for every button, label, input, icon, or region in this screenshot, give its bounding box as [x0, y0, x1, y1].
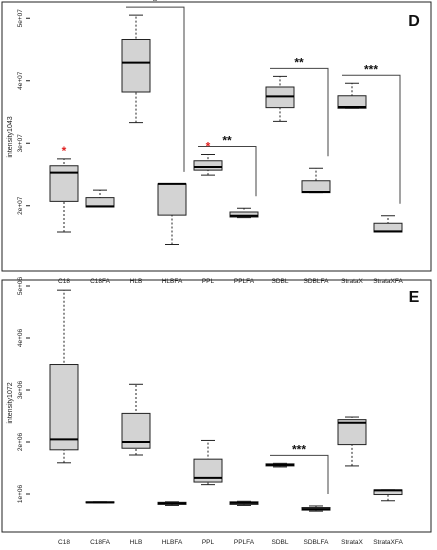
plot-frame	[1, 1, 432, 272]
box-pplfa	[229, 207, 259, 219]
y-tick-label: 3e+07	[17, 134, 24, 153]
bracket-line	[270, 454, 329, 494]
x-tick-label: SDBLFA	[304, 278, 330, 285]
y-tick-label: 2e+06	[17, 432, 24, 451]
significance-bracket: **	[198, 134, 257, 197]
y-tick-label: 4e+07	[17, 71, 24, 90]
y-tick-label: 1e+06	[17, 484, 24, 503]
bracket-line	[270, 67, 329, 157]
box-sdblfa	[301, 505, 331, 512]
box-sdbl	[265, 462, 295, 468]
box-sdbl	[265, 75, 295, 122]
box-ppl	[193, 154, 223, 176]
box-rect	[229, 211, 259, 218]
outlier-marker: *	[206, 140, 211, 154]
x-tick-label: SDBLFA	[304, 539, 330, 546]
y-axis-label: intensity1072	[7, 382, 14, 423]
x-tick-label: HLB	[130, 278, 143, 285]
x-tick-label: StrataX	[341, 539, 363, 546]
box-rect	[49, 165, 79, 202]
plot-frame	[1, 279, 432, 533]
box-sdblfa	[301, 167, 331, 194]
box-c18	[49, 158, 79, 233]
y-tick-label: 5e+07	[17, 9, 24, 28]
box-c18fa	[85, 501, 115, 504]
box-strataxfa	[373, 489, 403, 502]
x-tick-label: SDBL	[272, 278, 289, 285]
significance-bracket: ***	[342, 62, 401, 204]
box-rect	[337, 419, 367, 446]
y-axis-label: intensity1043	[7, 116, 14, 157]
x-tick-label: StrataXFA	[373, 539, 403, 546]
y-tick-label: 2e+07	[17, 196, 24, 215]
x-tick-label: StrataX	[341, 278, 363, 285]
y-tick-label: 3e+06	[17, 380, 24, 399]
x-tick-label: C18	[58, 539, 70, 546]
bracket-line	[198, 146, 257, 197]
x-tick-label: HLB	[130, 539, 143, 546]
box-rect	[49, 364, 79, 451]
panel-label: E	[409, 289, 420, 306]
significance-label: *	[153, 0, 158, 8]
box-hlb	[121, 14, 151, 124]
significance-bracket: *	[126, 0, 185, 172]
box-ppl	[193, 439, 223, 486]
box-strataxfa	[373, 215, 403, 233]
y-tick-label: 4e+06	[17, 328, 24, 347]
bracket-line	[342, 74, 401, 204]
x-tick-label: PPLFA	[234, 539, 255, 546]
box-rect	[121, 412, 151, 449]
x-tick-label: SDBL	[272, 539, 289, 546]
x-tick-label: HLBFA	[162, 539, 183, 546]
significance-label: ***	[364, 62, 378, 76]
box-rect	[121, 39, 151, 93]
box-rect	[337, 95, 367, 109]
outlier-marker: *	[62, 144, 67, 158]
box-rect	[301, 180, 331, 194]
x-tick-label: C18	[58, 278, 70, 285]
x-tick-label: PPL	[202, 278, 215, 285]
box-hlb	[121, 383, 151, 456]
box-rect	[193, 458, 223, 483]
x-tick-label: StrataXFA	[373, 278, 403, 285]
panel-label: D	[408, 13, 420, 30]
box-rect	[157, 183, 187, 216]
box-stratax	[337, 416, 367, 467]
x-tick-label: PPL	[202, 539, 215, 546]
x-tick-label: HLBFA	[162, 278, 183, 285]
significance-label: **	[294, 55, 304, 69]
bracket-line	[126, 6, 185, 172]
significance-bracket: ***	[270, 442, 329, 494]
y-tick-label: 5e+06	[17, 276, 24, 295]
x-tick-label: PPLFA	[234, 278, 255, 285]
significance-label: ***	[292, 442, 306, 456]
x-tick-label: C18FA	[90, 539, 111, 546]
significance-bracket: **	[270, 55, 329, 157]
box-c18fa	[85, 189, 115, 208]
box-pplfa	[229, 500, 259, 506]
box-hlbfa	[157, 501, 187, 506]
box-hlbfa	[157, 182, 187, 245]
x-tick-label: C18FA	[90, 278, 111, 285]
significance-label: **	[222, 134, 232, 148]
box-stratax	[337, 82, 367, 109]
box-rect	[193, 160, 223, 171]
box-c18	[49, 289, 79, 464]
